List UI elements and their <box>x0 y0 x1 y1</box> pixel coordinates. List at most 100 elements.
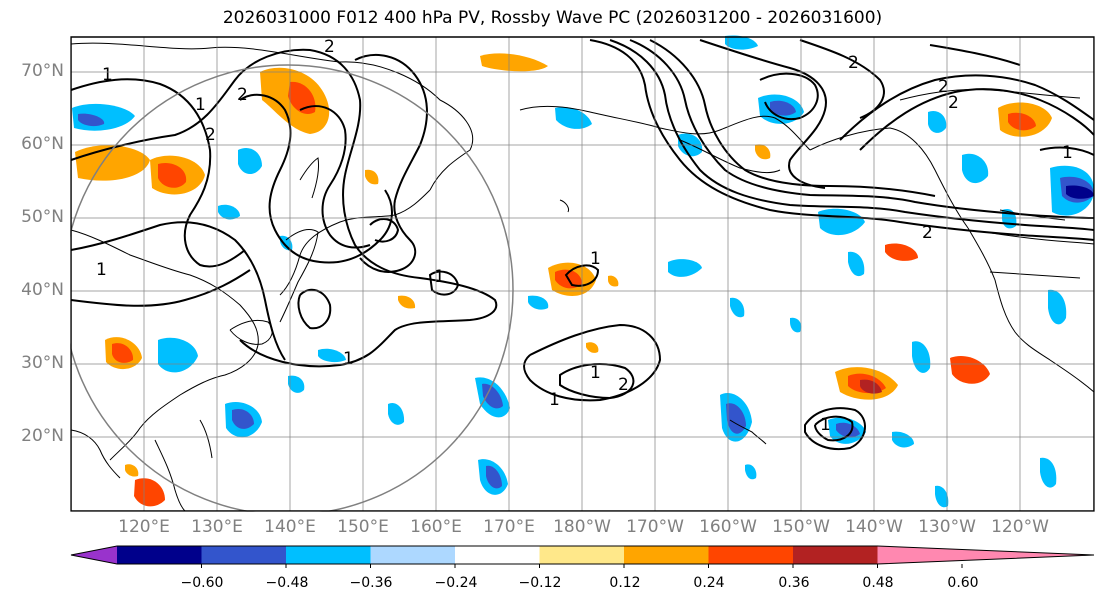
anomaly-negative <box>892 431 914 448</box>
lon-label: 160°W <box>699 517 757 537</box>
anomaly-negative <box>730 297 745 318</box>
right-mask <box>1094 30 1105 520</box>
anomaly-positive <box>365 169 379 185</box>
lon-label: 160°E <box>410 517 462 537</box>
contour-label: 1 <box>549 390 560 410</box>
anomaly-negative <box>288 375 305 393</box>
colorbar-segment <box>286 546 371 564</box>
lat-label: 70°N <box>21 61 64 81</box>
lat-label: 60°N <box>21 134 64 154</box>
anomaly-positive <box>586 342 599 353</box>
anomaly-positive <box>158 162 187 188</box>
colorbar-tick-label: 0.24 <box>693 575 725 591</box>
anomaly-negative <box>78 113 105 127</box>
contour-labels: 2 1 1 2 1 2 2 2 1 1 1 1 2 1 1 2 2 1 <box>96 37 1073 435</box>
anomaly-negative <box>555 106 592 129</box>
lat-label: 50°N <box>21 207 64 227</box>
lon-label: 150°E <box>337 517 389 537</box>
colorbar-extend-right <box>877 546 1094 564</box>
anomaly-negative <box>1040 457 1057 488</box>
lat-label: 30°N <box>21 353 64 373</box>
contour-label: 1 <box>102 65 113 85</box>
anomaly-positive <box>112 343 134 363</box>
map-frame <box>70 36 1095 512</box>
colorbar-tick-label: −0.36 <box>349 575 393 591</box>
colorbar-tick-label: −0.12 <box>518 575 562 591</box>
anomaly-positive <box>134 478 165 507</box>
anomaly-negative <box>1066 185 1094 199</box>
anomaly-negative <box>318 348 346 363</box>
map-title: 2026031000 F012 400 hPa PV, Rossby Wave … <box>222 8 883 28</box>
anomaly-positive <box>75 145 150 181</box>
bottom-mask <box>0 511 1105 542</box>
anomaly-negative <box>280 235 293 251</box>
contour-label: 2 <box>948 93 959 113</box>
anomaly-negative <box>232 408 254 429</box>
shaded-anomalies <box>72 35 1094 508</box>
contour-label: 1 <box>1062 143 1073 163</box>
lon-label: 140°E <box>264 517 316 537</box>
colorbar-segment <box>117 546 202 564</box>
anomaly-positive <box>1008 112 1036 131</box>
anomaly-negative <box>668 259 702 277</box>
lon-label: 150°W <box>772 517 830 537</box>
contour-label: 1 <box>96 260 107 280</box>
anomaly-positive <box>398 295 416 309</box>
lon-label: 140°W <box>845 517 903 537</box>
contour-label: 1 <box>590 363 601 383</box>
colorbar-tick-label: −0.60 <box>180 575 224 591</box>
anomaly-negative <box>770 100 796 116</box>
colorbar-tick-label: −0.24 <box>434 575 478 591</box>
lon-label: 120°E <box>118 517 170 537</box>
lon-label: 170°E <box>483 517 535 537</box>
colorbar-extend-left <box>71 546 117 564</box>
anomaly-negative <box>962 153 989 184</box>
colorbar-segment <box>793 546 878 564</box>
left-mask <box>0 30 71 520</box>
anomaly-positive <box>480 53 548 72</box>
anomaly-negative <box>912 341 931 373</box>
contour-label: 2 <box>205 125 216 145</box>
anomaly-positive <box>885 243 918 261</box>
colorbar-segment <box>708 546 794 564</box>
contour-label: 2 <box>922 223 933 243</box>
anomaly-negative <box>1048 289 1067 325</box>
colorbar-tick-label: 0.36 <box>778 575 810 591</box>
anomaly-negative <box>218 204 240 220</box>
anomaly-negative <box>388 402 405 425</box>
contour-label: 2 <box>938 77 949 97</box>
contour-label: 1 <box>590 249 601 269</box>
contour-label: 1 <box>820 415 831 435</box>
anomaly-negative <box>725 35 758 50</box>
anomaly-negative <box>528 295 549 310</box>
contour-label: 2 <box>237 85 248 105</box>
lon-label: 120°W <box>991 517 1049 537</box>
lat-label: 20°N <box>21 426 64 446</box>
lon-label: 130°E <box>191 517 243 537</box>
gridlines <box>71 37 1094 511</box>
lon-label: 180°W <box>553 517 611 537</box>
anomaly-positive <box>950 355 990 384</box>
anomaly-negative <box>848 251 865 277</box>
colorbar-tick-label: 0.12 <box>609 575 641 591</box>
anomaly-positive <box>860 379 882 394</box>
colorbar-segment <box>455 546 540 564</box>
colorbar-tick-label: −0.48 <box>265 575 309 591</box>
contour-label: 1 <box>343 349 354 369</box>
colorbar-tick-label: 0.48 <box>862 575 894 591</box>
anomaly-negative <box>790 317 802 333</box>
colorbar-segment <box>539 546 625 564</box>
anomaly-negative <box>486 465 502 489</box>
contour-label: 2 <box>848 53 859 73</box>
contour-label: 2 <box>618 375 629 395</box>
anomaly-positive <box>608 275 619 287</box>
anomaly-negative <box>238 147 262 175</box>
lon-label: 130°W <box>918 517 976 537</box>
anomaly-negative <box>836 422 860 438</box>
colorbar-tick-label: 0.60 <box>947 575 979 591</box>
anomaly-positive <box>125 464 139 477</box>
colorbar <box>70 545 1095 568</box>
colorbar-segment <box>370 546 456 564</box>
lon-label: 170°W <box>626 517 684 537</box>
